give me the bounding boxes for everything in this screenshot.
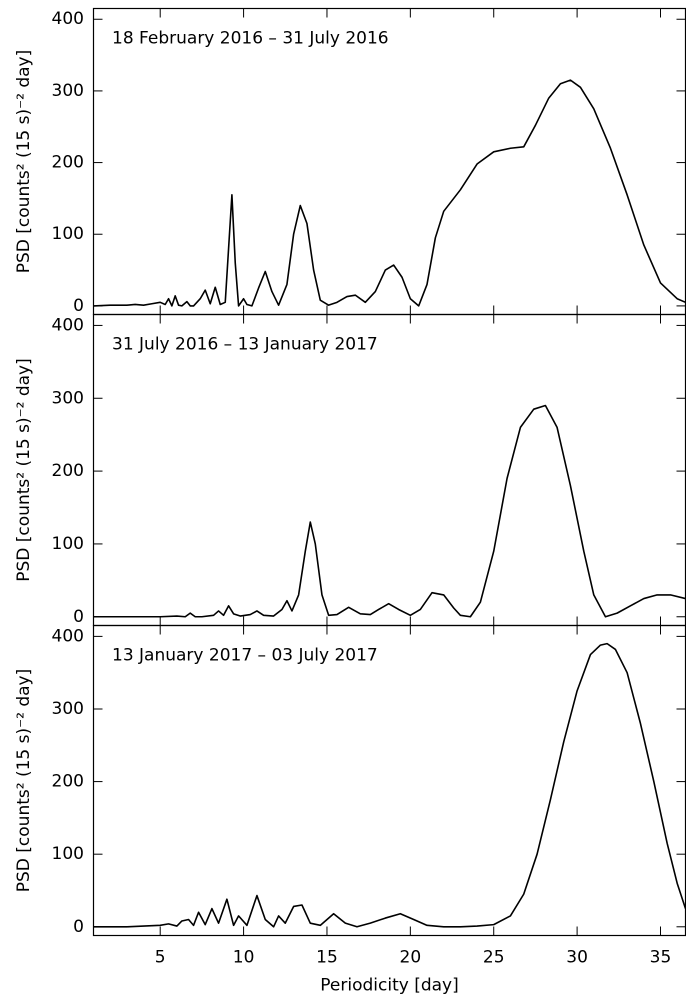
panel-title: 13 January 2017 – 03 July 2017 — [112, 646, 378, 666]
y-tick-label: 0 — [73, 607, 84, 627]
y-tick-label: 100 — [52, 534, 84, 554]
y-tick-label: 300 — [52, 699, 84, 719]
y-tick-label: 200 — [52, 461, 84, 481]
panel-title: 31 July 2016 – 13 January 2017 — [112, 335, 378, 355]
y-tick-label: 100 — [52, 844, 84, 864]
y-axis-label: PSD [counts² (15 s)⁻² day] — [14, 50, 34, 273]
plot-frame — [92, 7, 686, 316]
y-tick-label: 200 — [52, 772, 84, 792]
x-tick-label: 20 — [400, 948, 422, 968]
y-axis-label: PSD [counts² (15 s)⁻² day] — [14, 669, 34, 892]
psd-line — [93, 79, 686, 307]
x-axis-label: Periodicity [day] — [320, 976, 458, 996]
y-axis-label: PSD [counts² (15 s)⁻² day] — [14, 358, 34, 581]
x-tick-label: 35 — [650, 948, 672, 968]
panel-title: 18 February 2016 – 31 July 2016 — [112, 29, 389, 49]
plot-frame — [92, 624, 686, 937]
y-tick-label: 0 — [73, 296, 84, 316]
x-tick-label: 30 — [566, 948, 588, 968]
y-tick-label: 200 — [52, 153, 84, 173]
x-tick-label: 25 — [483, 948, 505, 968]
y-tick-label: 0 — [73, 917, 84, 937]
y-tick-label: 400 — [52, 626, 84, 646]
y-tick-label: 400 — [52, 9, 84, 29]
x-tick-label: 10 — [233, 948, 255, 968]
psd-line — [93, 642, 686, 928]
y-tick-label: 300 — [52, 81, 84, 101]
x-tick-label: 5 — [155, 948, 166, 968]
y-tick-label: 100 — [52, 224, 84, 244]
psd-line — [93, 404, 686, 618]
y-tick-label: 300 — [52, 388, 84, 408]
x-tick-label: 15 — [316, 948, 338, 968]
y-tick-label: 400 — [52, 315, 84, 335]
plot-frame — [92, 313, 686, 627]
